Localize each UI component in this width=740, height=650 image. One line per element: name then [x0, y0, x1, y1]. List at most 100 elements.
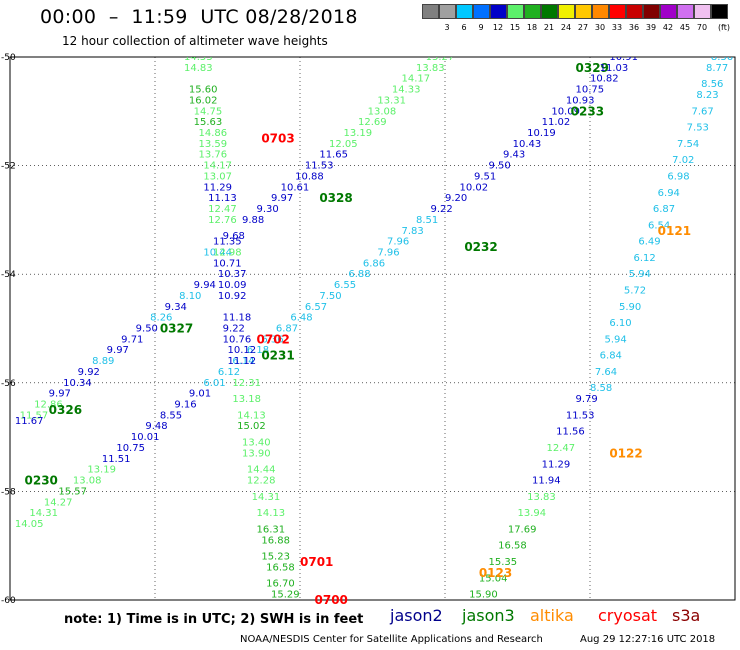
swh-value: 6.14	[232, 356, 254, 367]
swh-value: 10.76	[223, 334, 252, 345]
swh-value: 9.94	[194, 280, 216, 291]
swh-value: 11.35	[213, 237, 242, 248]
legend-label: 39	[645, 23, 657, 32]
legend-label: 27	[577, 23, 589, 32]
swh-value: 6.94	[658, 188, 680, 199]
legend-label: 33	[611, 23, 623, 32]
swh-value: 16.58	[498, 541, 527, 552]
generation-timestamp: Aug 29 12:27:16 UTC 2018	[580, 634, 716, 645]
swh-value: 6.12	[634, 253, 656, 264]
swh-value: 10.09	[218, 280, 247, 291]
swh-value: 6.10	[609, 318, 631, 329]
swh-value: 13.31	[377, 95, 406, 106]
swh-value: 9.92	[78, 367, 100, 378]
swh-value: 11.02	[542, 117, 571, 128]
swh-value: 6.84	[600, 351, 622, 362]
swh-value: 14.27	[44, 497, 73, 508]
swh-value: 12.86	[34, 400, 63, 411]
swh-value: 9.97	[49, 389, 71, 400]
swh-value: 17.69	[508, 524, 537, 535]
swh-value: 15.29	[271, 590, 300, 601]
satellite-cryosat: cryosat	[598, 606, 658, 625]
swh-value: 13.08	[368, 106, 397, 117]
swh-value: 11.12	[228, 356, 257, 367]
swh-value: 14.44	[247, 465, 276, 476]
credit-text: NOAA/NESDIS Center for Satellite Applica…	[240, 634, 543, 645]
swh-value: 6.87	[276, 324, 298, 335]
legend-label: 70	[696, 23, 708, 32]
satellite-jason3: jason3	[462, 606, 515, 625]
swh-value: 15.35	[489, 557, 518, 568]
legend-swatch	[439, 4, 456, 19]
swh-value: 6.88	[348, 269, 370, 280]
legend-label: 9	[478, 23, 484, 32]
swh-value: 10.88	[295, 171, 324, 182]
satellite-jason2: jason2	[390, 606, 443, 625]
swh-value: 10.09	[551, 106, 580, 117]
legend-label: 24	[560, 23, 572, 32]
swh-value: 7.67	[692, 106, 714, 117]
swh-value: 7.96	[377, 247, 399, 258]
swh-value: 10.37	[218, 269, 247, 280]
legend-label: 45	[679, 23, 691, 32]
swh-value: 13.40	[242, 438, 271, 449]
page-subtitle: 12 hour collection of altimeter wave hei…	[62, 34, 328, 48]
lat-tick-label: -52	[1, 162, 16, 172]
swh-value: 15.23	[261, 552, 290, 563]
swh-value: 11.57	[20, 410, 49, 421]
swh-value: 6.12	[218, 367, 240, 378]
swh-value: 9.51	[474, 171, 496, 182]
legend-swatch	[490, 4, 507, 19]
swh-value: 9.20	[445, 193, 467, 204]
swh-value: 8.56	[701, 79, 723, 90]
swh-value: 6.87	[653, 204, 675, 215]
swh-value: 11.29	[542, 459, 571, 470]
pass-time-label: 0232	[464, 240, 497, 254]
swh-value: 15.57	[58, 486, 87, 497]
swh-value: 14.75	[194, 106, 223, 117]
swh-value: 9.50	[136, 324, 158, 335]
swh-value: 13.18	[232, 394, 261, 405]
swh-value: 10.93	[566, 95, 595, 106]
legend-swatch	[694, 4, 711, 19]
page-title: 00:00 – 11:59 UTC 08/28/2018	[40, 6, 358, 28]
swh-value: 7.96	[387, 237, 409, 248]
swh-value: 12.05	[329, 139, 358, 150]
swh-value: 6.98	[667, 171, 689, 182]
swh-value: 7.83	[402, 226, 424, 237]
swh-value: 16.58	[266, 562, 295, 573]
swh-value: 8.23	[696, 90, 718, 101]
swh-value: 10.12	[228, 345, 257, 356]
legend-label: 3	[444, 23, 450, 32]
pass-time-label: 0326	[49, 403, 82, 417]
pass-time-label: 0327	[160, 322, 193, 336]
swh-value: 6.86	[363, 258, 385, 269]
swh-value: 8.55	[160, 410, 182, 421]
swh-value: 8.26	[150, 313, 172, 324]
pass-time-label: 0231	[261, 349, 294, 363]
swh-value: 8.77	[706, 63, 728, 74]
legend-swatch	[660, 4, 677, 19]
swh-value: 11.65	[319, 150, 348, 161]
legend-swatch	[609, 4, 626, 19]
swh-value: 10.19	[527, 128, 556, 139]
swh-value: 6.57	[305, 302, 327, 313]
swh-value: 7.54	[677, 139, 699, 150]
swh-value: 10.75	[116, 443, 145, 454]
swh-value: 11.56	[556, 427, 585, 438]
legend-swatch	[558, 4, 575, 19]
swh-value: 12.31	[232, 378, 261, 389]
swh-value: 13.76	[199, 150, 228, 161]
legend-label: 6	[461, 23, 467, 32]
swh-value: 9.97	[107, 345, 129, 356]
legend-label: 18	[526, 23, 538, 32]
swh-value: 9.22	[223, 324, 245, 335]
swh-value: 6.48	[290, 313, 312, 324]
swh-value: 15.60	[189, 85, 218, 96]
footer-note: note: 1) Time is in UTC; 2) SWH is in fe…	[64, 612, 364, 627]
swh-value: 12.47	[547, 443, 576, 454]
swh-value: 14.86	[199, 128, 228, 139]
swh-value: 15.63	[194, 117, 223, 128]
swh-value: 6.18	[247, 345, 269, 356]
swh-value: 9.71	[121, 334, 143, 345]
